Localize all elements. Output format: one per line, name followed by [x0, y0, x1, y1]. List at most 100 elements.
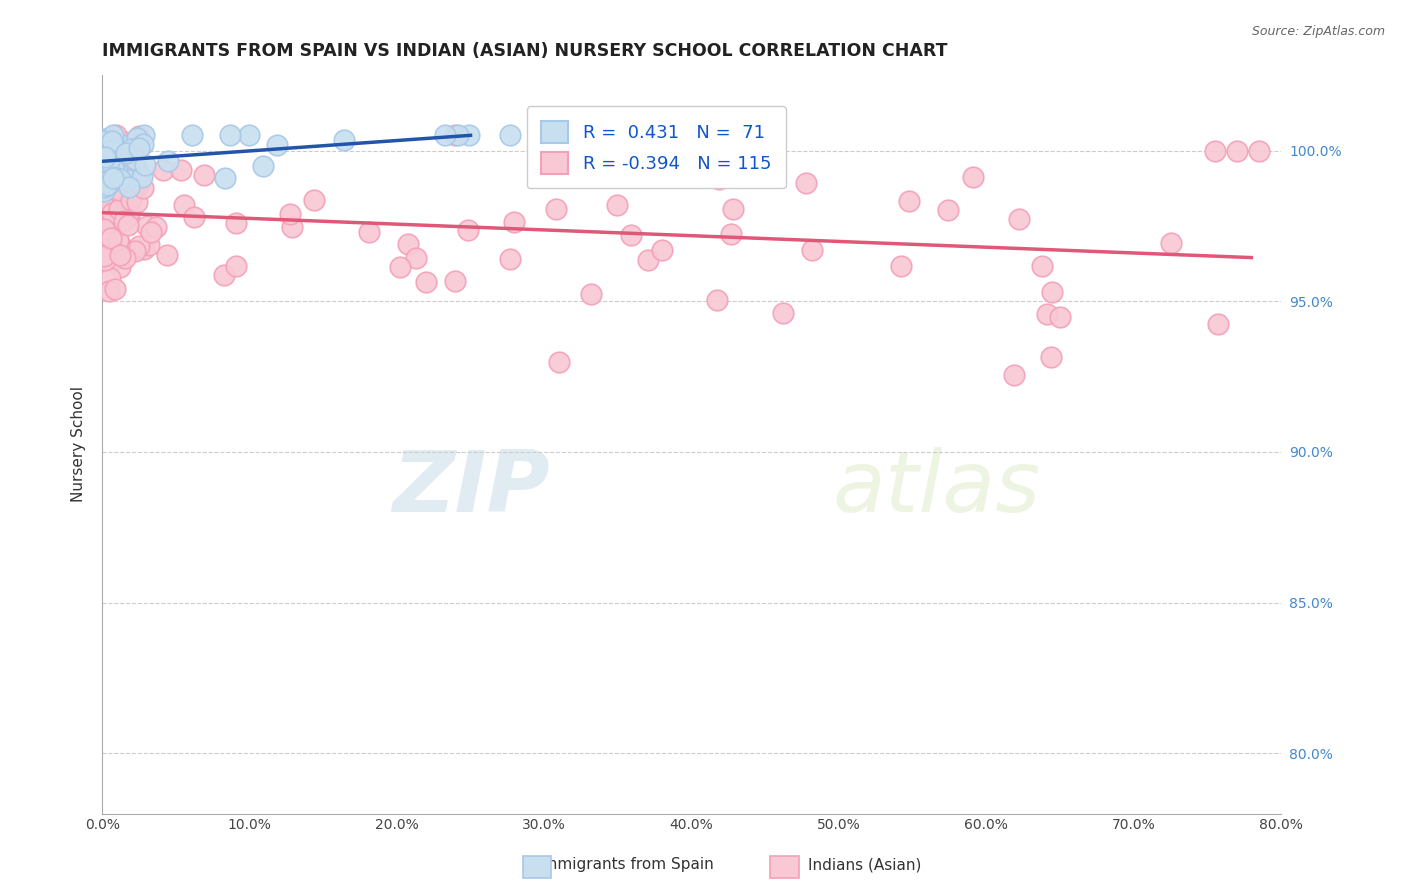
Point: [118, 208, 141, 222]
Point: [93, 164, 115, 178]
Point: [104, 141, 127, 155]
Y-axis label: Nursery School: Nursery School: [72, 386, 86, 502]
Point: [110, 174, 132, 188]
Point: [281, 220, 304, 235]
Point: [139, 225, 162, 239]
Point: [266, 138, 288, 153]
Point: [108, 237, 131, 252]
Point: [446, 128, 468, 143]
Point: [1049, 310, 1071, 325]
Point: [93, 249, 115, 263]
Point: [936, 203, 959, 218]
Point: [962, 170, 984, 185]
Point: [110, 244, 132, 258]
Point: [111, 145, 134, 159]
Point: [94, 157, 117, 171]
Point: [1160, 236, 1182, 251]
Point: [1002, 368, 1025, 383]
Point: [101, 199, 124, 213]
Point: [794, 176, 817, 190]
Point: [218, 128, 240, 143]
Point: [1031, 259, 1053, 273]
Point: [94, 170, 117, 185]
Point: [98, 138, 121, 153]
Point: [107, 251, 129, 265]
Text: IMMIGRANTS FROM SPAIN VS INDIAN (ASIAN) NURSERY SCHOOL CORRELATION CHART: IMMIGRANTS FROM SPAIN VS INDIAN (ASIAN) …: [103, 42, 948, 60]
Point: [98, 136, 121, 150]
Point: [112, 214, 135, 228]
Point: [444, 274, 467, 288]
Point: [103, 160, 125, 174]
Point: [800, 243, 823, 257]
Point: [93, 170, 115, 185]
Point: [110, 137, 132, 152]
Text: Source: ZipAtlas.com: Source: ZipAtlas.com: [1251, 25, 1385, 38]
Point: [128, 178, 150, 192]
Text: ZIP: ZIP: [392, 447, 550, 530]
Point: [1204, 144, 1226, 158]
Point: [135, 219, 157, 233]
Point: [101, 206, 124, 220]
Point: [108, 260, 131, 275]
Point: [120, 142, 142, 156]
Point: [132, 136, 155, 151]
Point: [709, 172, 731, 186]
Point: [93, 222, 115, 236]
Point: [127, 131, 149, 145]
Point: [93, 179, 115, 194]
Point: [98, 284, 121, 298]
Text: atlas: atlas: [832, 447, 1040, 530]
Point: [547, 355, 569, 369]
Point: [499, 252, 522, 266]
Point: [1226, 144, 1249, 158]
Point: [706, 293, 728, 308]
Point: [214, 170, 236, 185]
Point: [94, 253, 117, 268]
Point: [96, 179, 118, 194]
Point: [100, 134, 122, 148]
Point: [97, 178, 120, 193]
Point: [93, 165, 115, 179]
Point: [105, 128, 128, 143]
Point: [238, 128, 260, 143]
Point: [93, 153, 115, 168]
Point: [225, 259, 247, 273]
Point: [93, 249, 115, 263]
Point: [101, 171, 124, 186]
Point: [128, 239, 150, 253]
Point: [101, 170, 124, 185]
Point: [111, 143, 134, 157]
Point: [101, 190, 124, 204]
Point: [93, 156, 115, 170]
Point: [225, 216, 247, 230]
Point: [91, 163, 114, 178]
Point: [723, 202, 745, 216]
Point: [444, 128, 467, 143]
Point: [101, 128, 124, 143]
Point: [138, 238, 160, 252]
Point: [98, 147, 121, 161]
Point: [772, 306, 794, 320]
Point: [97, 152, 120, 166]
Point: [93, 150, 115, 164]
Point: [104, 282, 127, 296]
Point: [105, 165, 128, 179]
Point: [97, 174, 120, 188]
Point: [170, 163, 193, 178]
Point: [96, 136, 118, 150]
Point: [157, 153, 180, 168]
Point: [114, 251, 136, 265]
Point: [98, 271, 121, 285]
Point: [108, 248, 131, 262]
Point: [129, 173, 152, 187]
Point: [108, 183, 131, 197]
Point: [389, 260, 412, 275]
Point: [118, 180, 141, 194]
Point: [302, 193, 325, 207]
Point: [108, 172, 131, 186]
Point: [212, 268, 235, 283]
Point: [91, 141, 114, 155]
Point: [128, 141, 150, 155]
Point: [93, 132, 115, 146]
Point: [127, 163, 149, 178]
